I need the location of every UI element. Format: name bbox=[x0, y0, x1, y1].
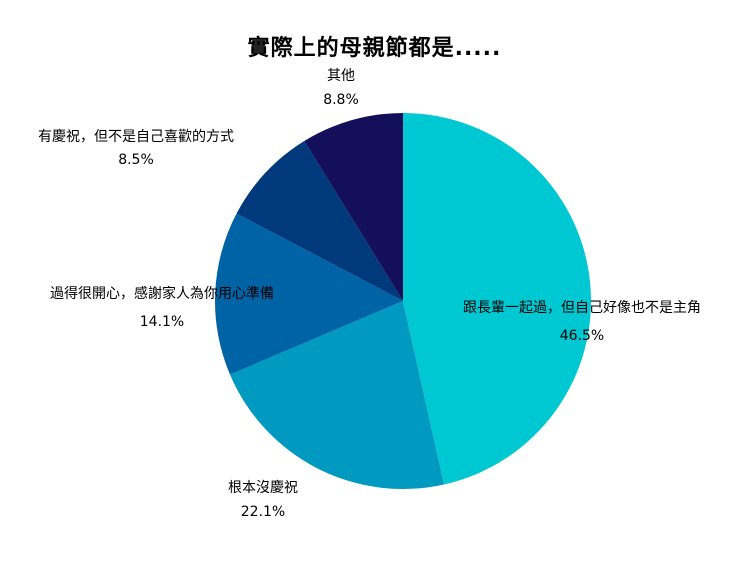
slice-label-0: 跟長輩一起過，但自己好像也不是主角 bbox=[463, 300, 701, 316]
slice-label-4: 其他 bbox=[327, 68, 355, 84]
pie-slice-1 bbox=[229, 301, 445, 489]
pie-slice-4 bbox=[304, 113, 403, 301]
slice-value-3: 8.5% bbox=[118, 152, 154, 168]
pie-slices bbox=[214, 113, 591, 489]
slice-label-3: 有慶祝，但不是自己喜歡的方式 bbox=[38, 129, 234, 145]
slice-value-0: 46.5% bbox=[560, 328, 604, 344]
chart-title: 實際上的母親節都是..... bbox=[247, 36, 502, 61]
pie-slice-2 bbox=[214, 213, 403, 375]
slice-value-1: 22.1% bbox=[241, 504, 285, 520]
slice-value-4: 8.8% bbox=[323, 92, 359, 108]
slice-label-1: 根本沒慶祝 bbox=[228, 479, 298, 496]
pie-slice-3 bbox=[236, 141, 403, 301]
pie-slice-0 bbox=[403, 113, 591, 485]
slice-label-2: 過得很開心，感謝家人為你用心準備 bbox=[50, 285, 274, 302]
slice-value-2: 14.1% bbox=[140, 314, 184, 330]
